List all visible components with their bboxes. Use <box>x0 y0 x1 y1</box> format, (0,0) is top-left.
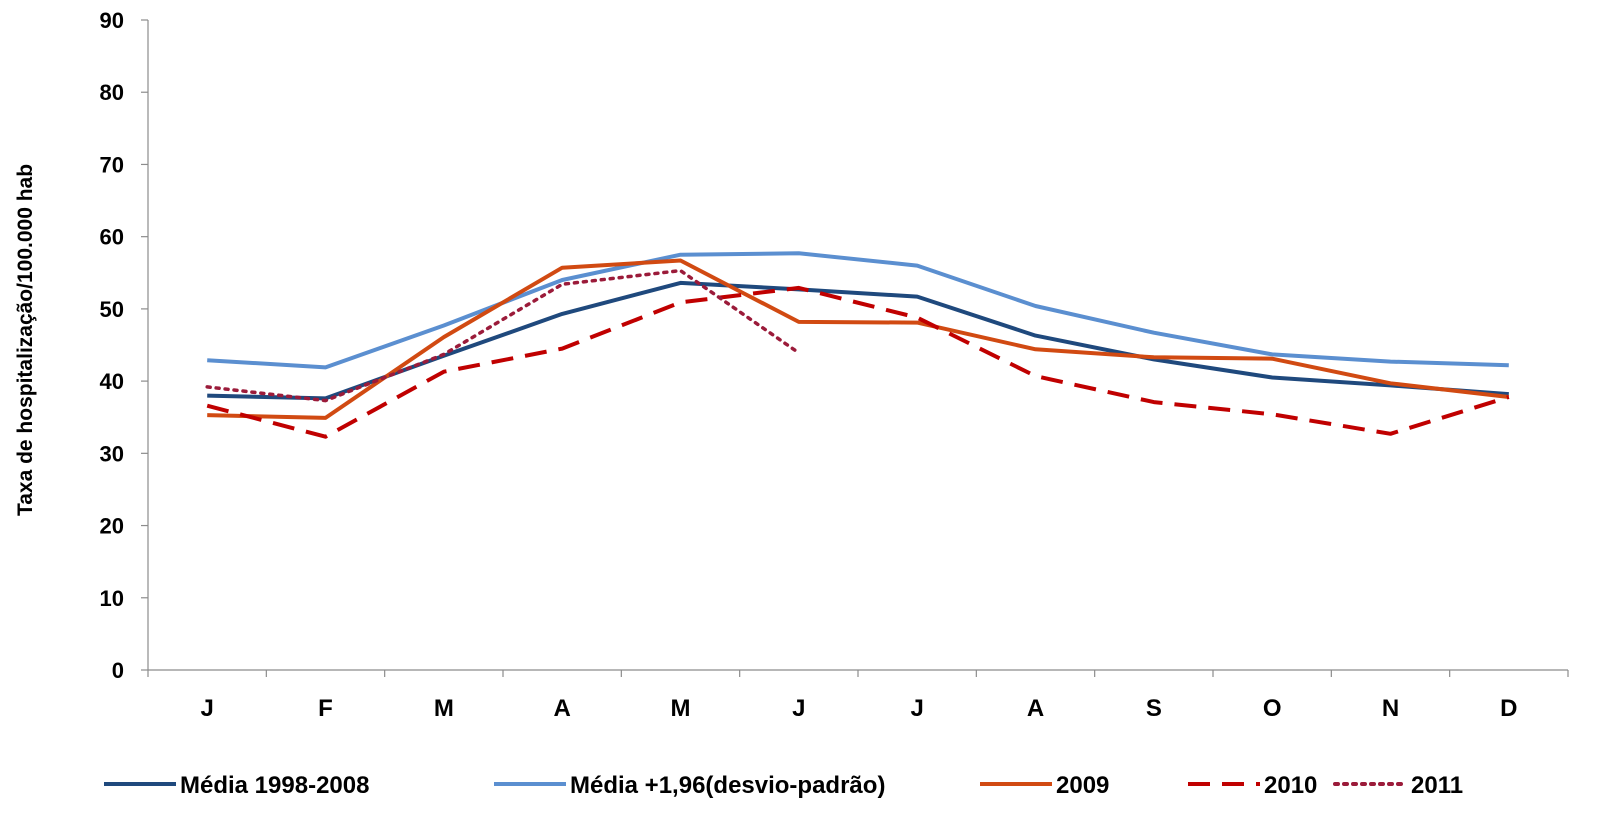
x-tick-label: J <box>792 695 805 722</box>
y-tick-label: 70 <box>100 152 124 177</box>
x-tick-label: M <box>434 695 454 722</box>
series-lines <box>205 251 1510 439</box>
y-tick-label: 90 <box>100 8 124 33</box>
x-tick-label: D <box>1500 695 1517 722</box>
series-line-4 <box>206 285 1510 439</box>
legend-label-1: Média 1998-2008 <box>180 772 369 799</box>
series-line-3 <box>207 258 1510 420</box>
chart-axes <box>147 20 1568 671</box>
x-tick-label: N <box>1382 695 1399 722</box>
y-tick-label: 0 <box>112 658 124 683</box>
y-tick-label: 50 <box>100 297 124 322</box>
legend-label-2: Média +1,96(desvio-padrão) <box>570 772 885 799</box>
x-tick-label: M <box>671 695 691 722</box>
y-tick-label: 40 <box>100 369 124 394</box>
x-tick-label: S <box>1146 695 1162 722</box>
y-axis-ticks: 0 10 20 30 40 50 60 70 80 90 <box>100 8 148 683</box>
x-tick-label: O <box>1263 695 1282 722</box>
series-line-5 <box>205 268 801 403</box>
x-tick-label: J <box>200 695 213 722</box>
y-axis-title: Taxa de hospitalização/100.000 hab <box>14 164 37 516</box>
x-tick-label: F <box>318 695 333 722</box>
legend-label-5: 2011 <box>1411 772 1463 799</box>
legend: Média 1998-2008 Média +1,96(desvio-padrão… <box>104 772 1463 799</box>
y-tick-label: 20 <box>100 514 124 539</box>
legend-label-4: 2010 <box>1264 772 1317 799</box>
y-tick-label: 30 <box>100 441 124 466</box>
legend-label-3: 2009 <box>1056 772 1109 799</box>
y-tick-label: 10 <box>100 586 124 611</box>
y-tick-label: 60 <box>100 225 124 250</box>
x-tick-label: A <box>553 695 570 722</box>
series-line-2 <box>207 251 1509 370</box>
y-tick-label: 80 <box>100 80 124 105</box>
x-tick-label: A <box>1027 695 1044 722</box>
x-tick-label: J <box>910 695 923 722</box>
